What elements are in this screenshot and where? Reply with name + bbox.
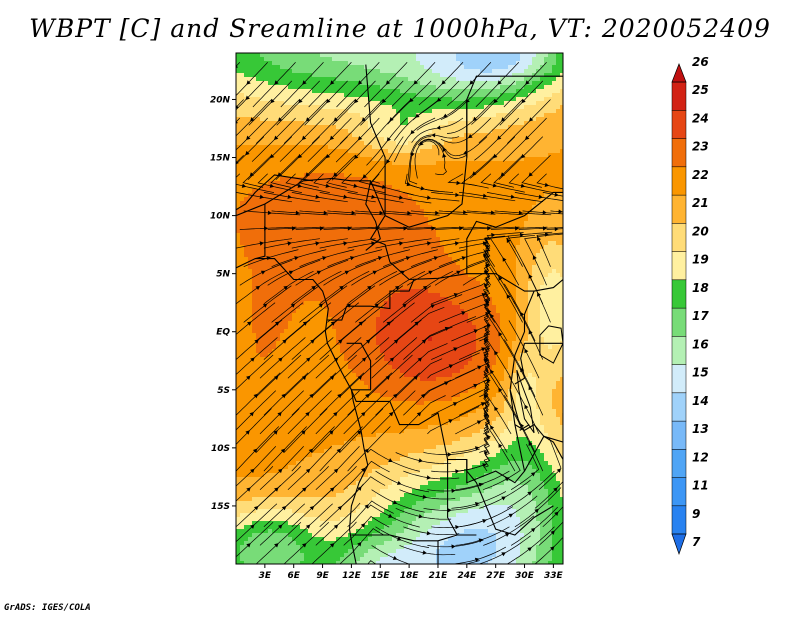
lon-tick-label: 27E [486,571,506,581]
colorbar-segment [671,223,687,252]
colorbar-label: 24 [692,111,709,125]
colorbar-label: 17 [692,309,709,323]
colorbar-label: 23 [692,140,709,154]
colorbar-segment [671,307,687,337]
lat-tick-label: 10N [210,212,231,222]
colorbar-segment [671,81,687,111]
colorbar-segment [671,251,687,281]
streamlines [236,62,563,564]
lat-tick-label: 20N [210,95,231,105]
lon-tick-label: 33E [544,571,564,581]
colorbar-segment [671,279,687,309]
lat-tick-label: 15N [210,154,231,164]
lon-tick-label: 21E [429,571,449,581]
longitude-axis: 3E 6E 9E 12E 15E 18E 21E 24E 27E 30E 33E [259,564,564,581]
lon-tick-label: 12E [342,571,362,581]
lon-tick-label: 30E [515,571,535,581]
colorbar-segment [671,138,687,168]
colorbar: 7 9 11 12 13 14 15 16 17 18 19 20 21 22 23 24 25 26 [671,55,709,556]
colorbar-label: 18 [692,281,709,295]
colorbar-label: 16 [692,337,709,351]
latitude-axis: 20N 15N 10N 5N EQ 5S 10S 15S [210,95,236,512]
lon-tick-label: 6E [287,571,300,581]
map-frame [235,52,564,565]
colorbar-segment [671,194,687,224]
colorbar-label: 7 [692,535,701,549]
lon-tick-label: 18E [400,571,420,581]
lat-tick-label: 10S [211,444,230,454]
colorbar-segment [671,392,687,422]
lon-tick-label: 9E [316,571,329,581]
lat-tick-label: 5S [217,386,230,396]
lon-tick-label: 15E [371,571,391,581]
lat-tick-label: 5N [216,270,230,280]
colorbar-label: 25 [692,83,709,97]
chart-title: WBPT [C] and Sreamline at 1000hPa, VT: 2… [29,14,771,43]
colorbar-segment [671,110,687,139]
colorbar-top-arrow [671,63,687,83]
colorbar-segment [671,364,687,394]
colorbar-label: 14 [692,394,709,408]
colorbar-segment [671,420,687,450]
lat-tick-label: EQ [216,328,230,338]
colorbar-label: 13 [692,422,709,436]
colorbar-label: 12 [692,450,709,464]
colorbar-bottom-arrow [671,533,687,556]
grads-credit: GrADS: IGES/COLA [4,603,91,613]
colorbar-segment [671,336,687,365]
colorbar-label: 11 [692,479,709,493]
colorbar-label: 22 [692,168,709,182]
colorbar-label: 21 [692,196,709,210]
lat-tick-label: 15S [211,502,230,512]
colorbar-segment [671,449,687,478]
colorbar-segment [671,477,687,507]
colorbar-label: 19 [692,253,709,267]
lon-tick-label: 3E [259,571,272,581]
colorbar-segment [671,505,687,535]
colorbar-label: 9 [692,507,700,521]
colorbar-label: 20 [692,224,709,238]
colorbar-segment [671,166,687,196]
colorbar-label: 15 [692,366,709,380]
lon-tick-label: 24E [457,571,477,581]
colorbar-label: 26 [692,55,709,69]
